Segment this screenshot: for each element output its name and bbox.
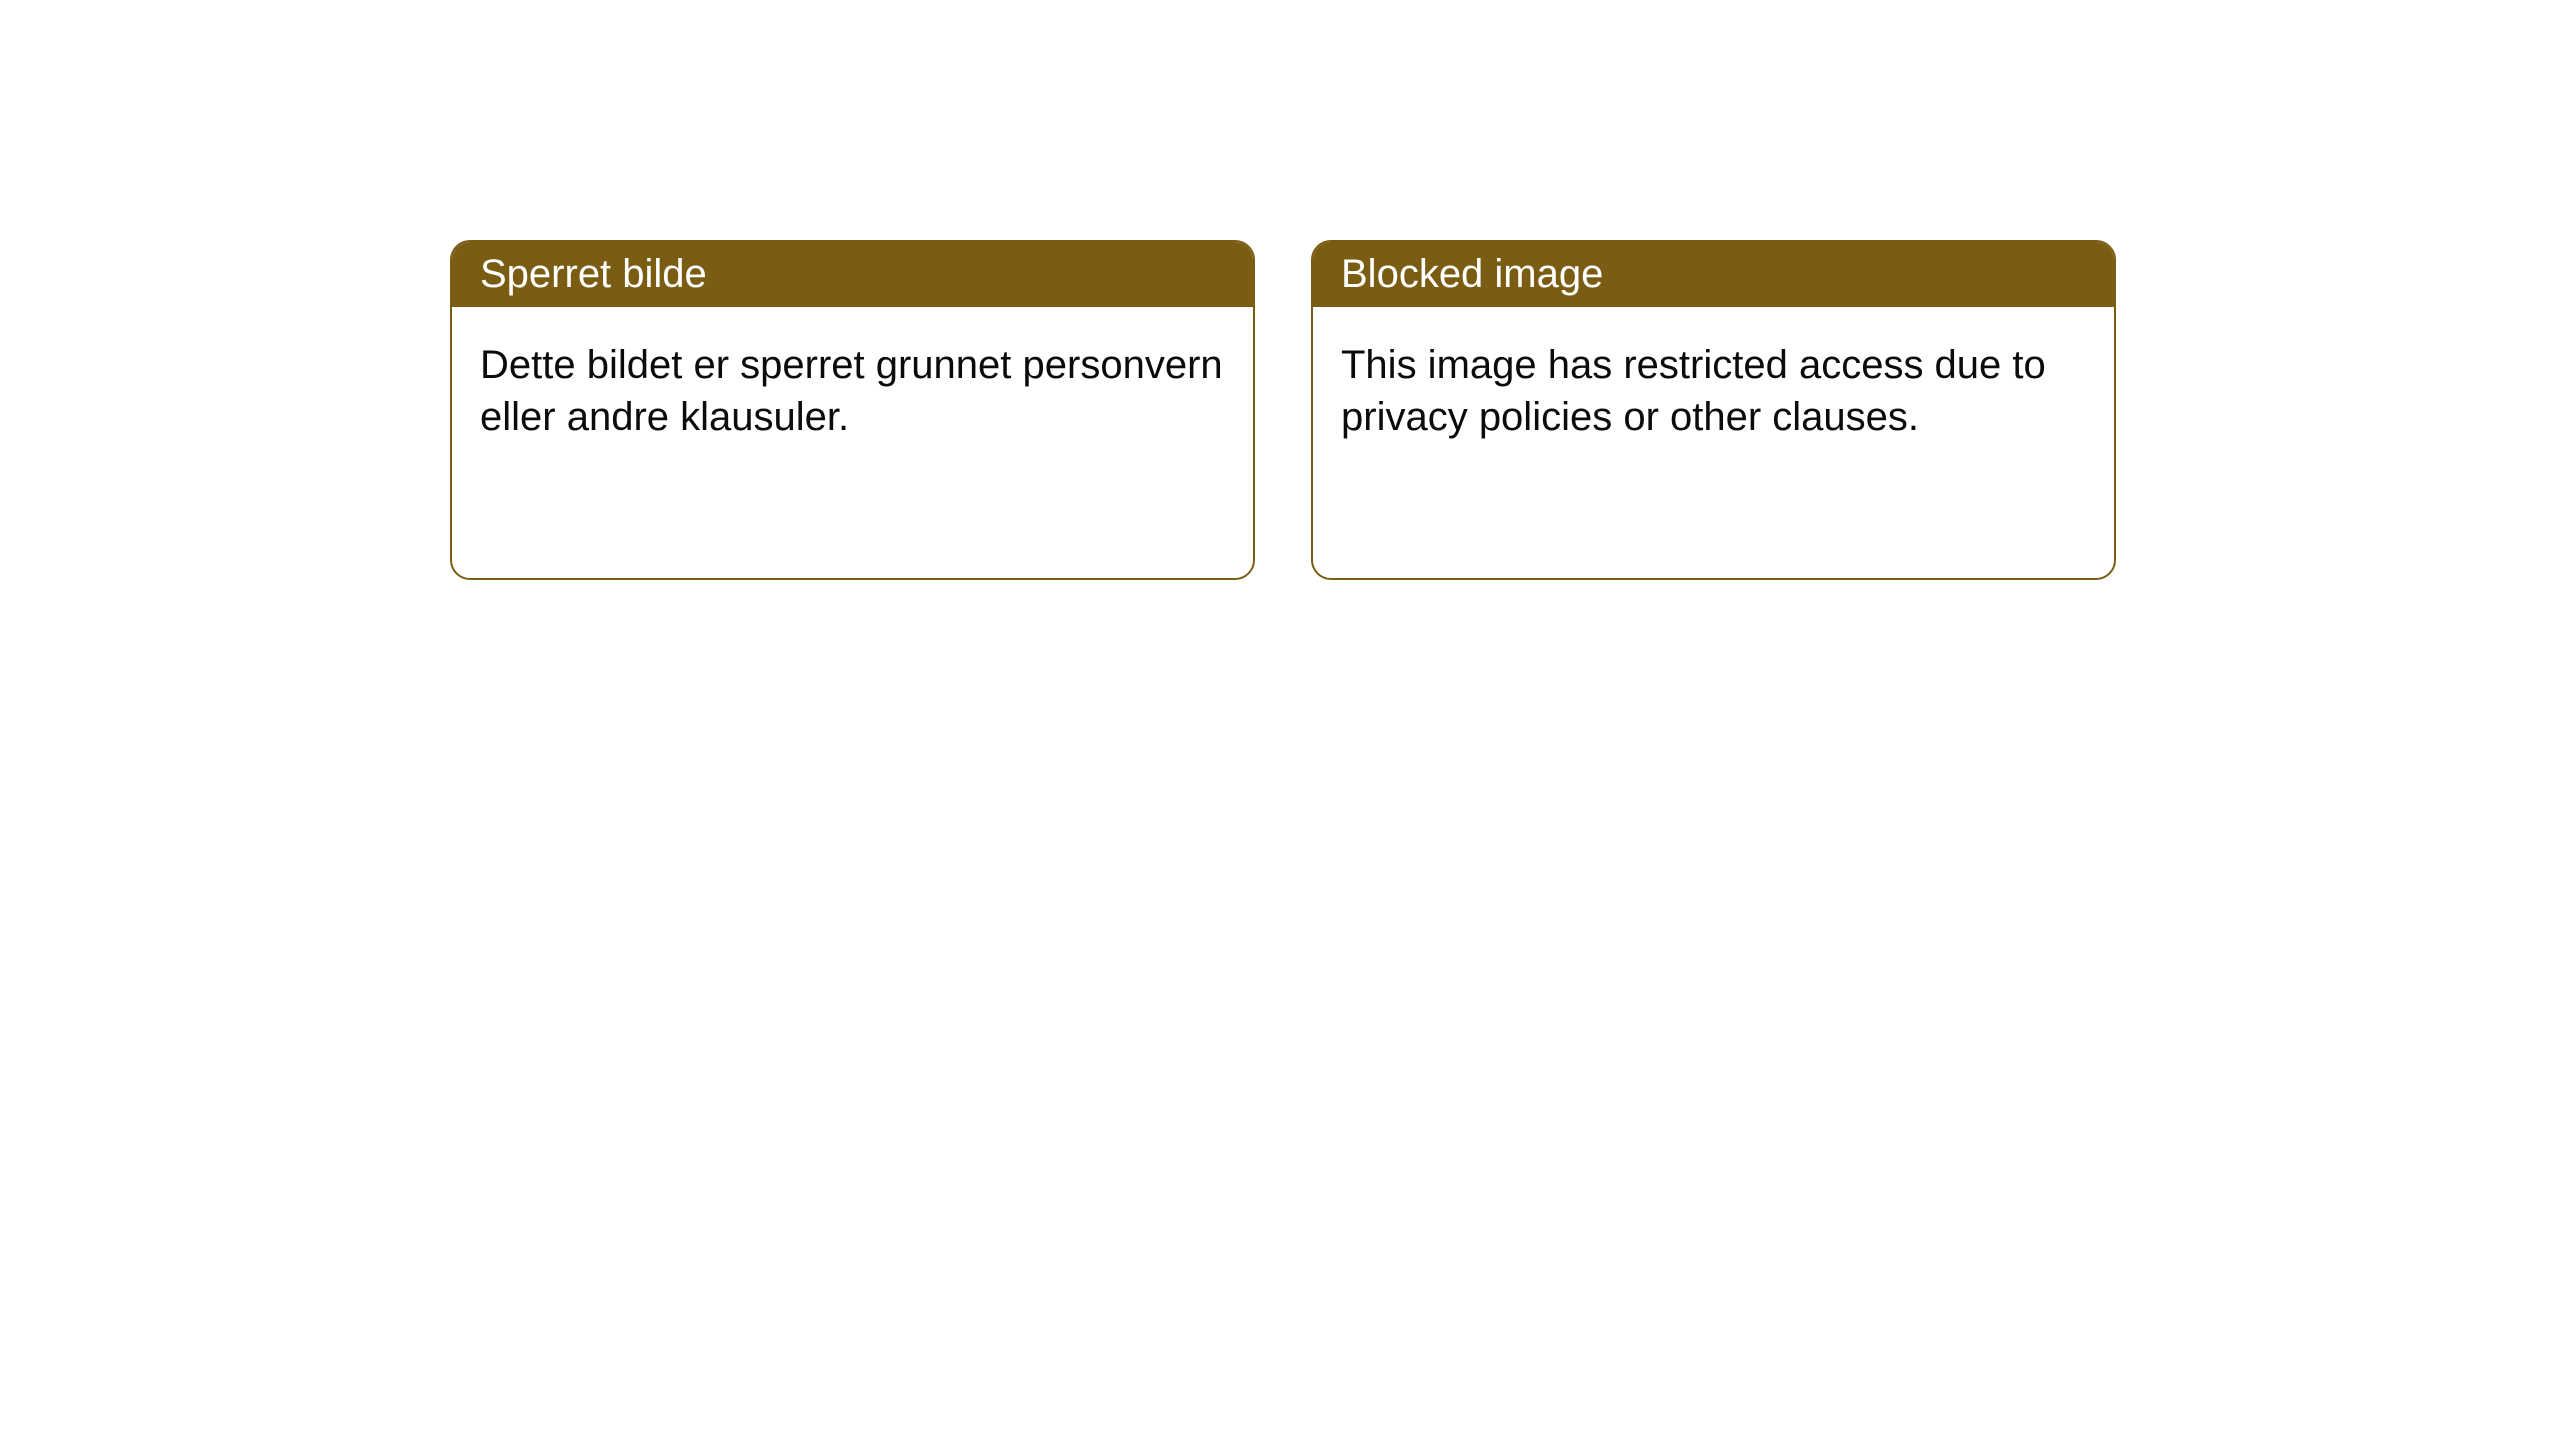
notice-body: Dette bildet er sperret grunnet personve… [452, 307, 1253, 475]
notice-header: Blocked image [1313, 242, 2114, 307]
notice-body: This image has restricted access due to … [1313, 307, 2114, 475]
notice-header: Sperret bilde [452, 242, 1253, 307]
notice-container: Sperret bilde Dette bildet er sperret gr… [0, 0, 2560, 580]
notice-card-norwegian: Sperret bilde Dette bildet er sperret gr… [450, 240, 1255, 580]
notice-card-english: Blocked image This image has restricted … [1311, 240, 2116, 580]
